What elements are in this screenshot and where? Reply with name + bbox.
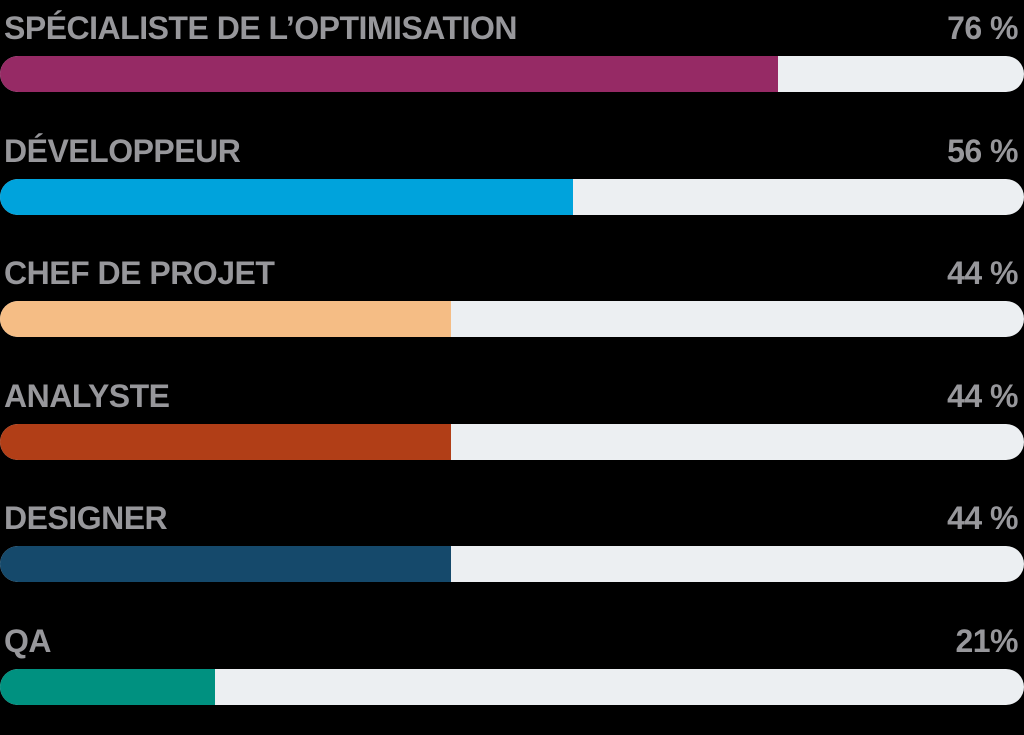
progress-fill: [0, 423, 451, 460]
percent-value: 44 %: [947, 255, 1018, 291]
progress-track: [0, 668, 1024, 705]
row-header: DESIGNER 44 %: [0, 490, 1024, 546]
chart-row: SPÉCIALISTE DE L’OPTIMISATION 76 %: [0, 0, 1024, 123]
progress-fill: [0, 668, 216, 705]
row-header: ANALYSTE 44 %: [0, 368, 1024, 424]
row-header: CHEF DE PROJET 44 %: [0, 245, 1024, 301]
progress-track: [0, 56, 1024, 92]
chart-row: DÉVELOPPEUR 56 %: [0, 123, 1024, 246]
category-label: DESIGNER: [4, 500, 168, 536]
category-label: QA: [4, 622, 52, 659]
row-header: SPÉCIALISTE DE L’OPTIMISATION 76 %: [0, 0, 1024, 56]
category-label: CHEF DE PROJET: [4, 255, 275, 291]
progress-fill: [0, 546, 451, 582]
progress-track: [0, 546, 1024, 582]
progress-track: [0, 301, 1024, 337]
progress-track: [0, 178, 1024, 215]
percent-value: 21%: [955, 622, 1018, 659]
row-header: DÉVELOPPEUR 56 %: [0, 123, 1024, 179]
percent-value: 76 %: [947, 10, 1018, 46]
category-label: SPÉCIALISTE DE L’OPTIMISATION: [4, 10, 517, 46]
chart-row: CHEF DE PROJET 44 %: [0, 245, 1024, 368]
category-label: ANALYSTE: [4, 377, 170, 414]
row-header: QA 21%: [0, 613, 1024, 669]
percent-value: 56 %: [947, 132, 1018, 169]
progress-fill: [0, 301, 451, 337]
progress-track: [0, 423, 1024, 460]
chart-row: DESIGNER 44 %: [0, 490, 1024, 613]
progress-fill: [0, 178, 574, 215]
chart-row: ANALYSTE 44 %: [0, 368, 1024, 491]
percent-value: 44 %: [947, 377, 1018, 414]
percent-value: 44 %: [947, 500, 1018, 536]
chart-row: QA 21%: [0, 613, 1024, 735]
progress-fill: [0, 56, 779, 92]
category-label: DÉVELOPPEUR: [4, 132, 241, 169]
